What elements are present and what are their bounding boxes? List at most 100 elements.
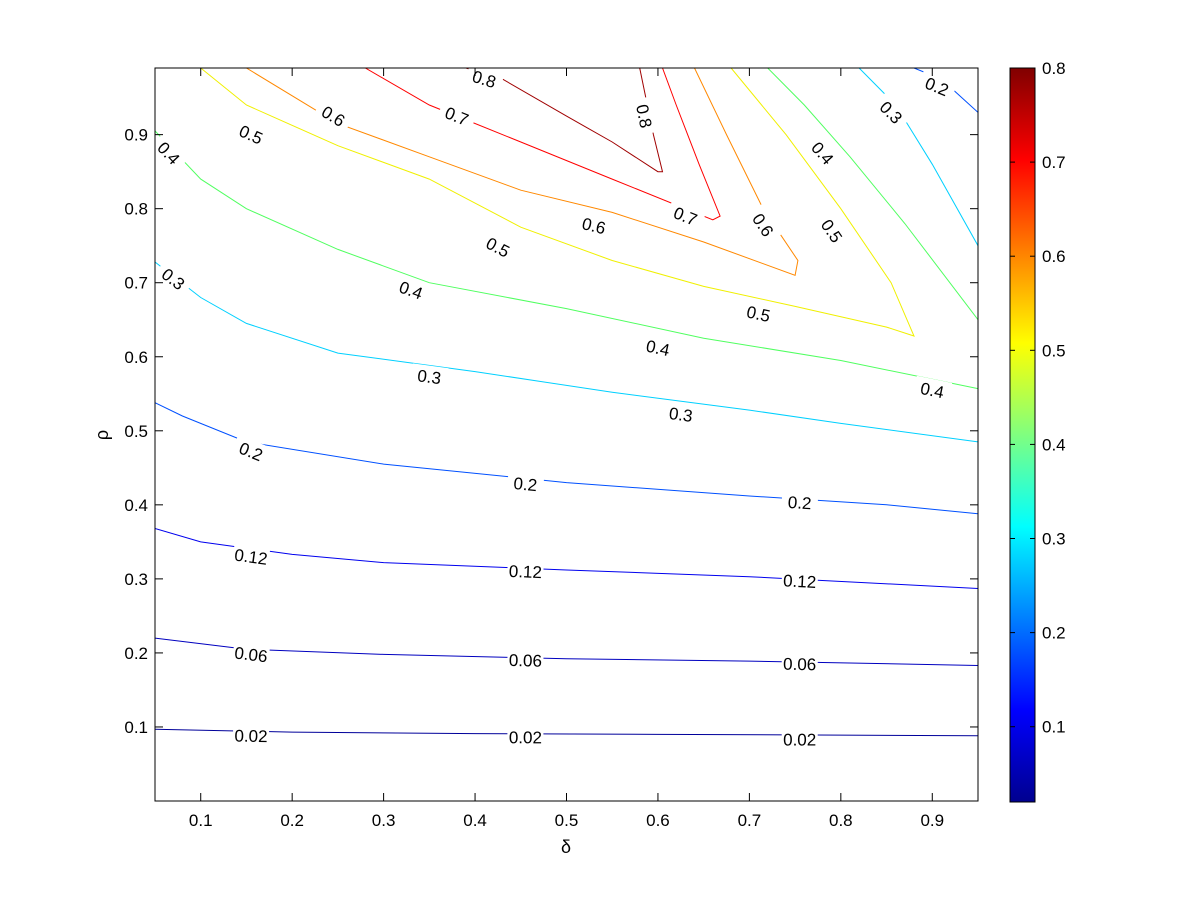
contour-label-gap bbox=[410, 363, 449, 389]
colorbar-tick-label: 0.5 bbox=[1042, 341, 1066, 360]
contour-label-gap bbox=[916, 69, 958, 102]
x-tick-label: 0.4 bbox=[463, 811, 487, 830]
contour-label-gap bbox=[814, 209, 851, 251]
contour-line-0.4 bbox=[767, 68, 978, 321]
contour-line-0.8 bbox=[465, 68, 664, 173]
contour-label-gap bbox=[507, 559, 544, 582]
x-tick-label: 0.9 bbox=[920, 811, 944, 830]
contour-label-group: 0.12 bbox=[507, 559, 544, 582]
contour-label-gap bbox=[781, 569, 819, 592]
colorbar-tick-label: 0.2 bbox=[1042, 624, 1066, 643]
x-axis: 0.1 0.2 0.3 0.4 0.5 0.6 0.7 0.8 0.9 bbox=[189, 68, 944, 830]
contour-label: 0.12 bbox=[508, 562, 542, 582]
contour-label-gap bbox=[391, 273, 432, 305]
contour-label-gap bbox=[574, 210, 614, 239]
colorbar-tick-label: 0.1 bbox=[1042, 718, 1066, 737]
contour-label-gap bbox=[153, 259, 195, 298]
contour-label-group: 0.06 bbox=[781, 652, 818, 675]
contour-label: 0.5 bbox=[745, 302, 772, 326]
contour-label: 0.06 bbox=[783, 655, 816, 675]
x-tick-label: 0.2 bbox=[280, 811, 304, 830]
x-axis-label: δ bbox=[561, 837, 571, 857]
contour-label-group: 0.12 bbox=[781, 569, 819, 592]
y-tick-label: 0.5 bbox=[124, 422, 148, 441]
contour-label: 0.02 bbox=[509, 728, 542, 747]
colorbar: 0.1 0.2 0.3 0.4 0.5 0.6 0.7 0.8 bbox=[1009, 59, 1066, 803]
contour-label-gap bbox=[738, 299, 779, 327]
contour-label-gap bbox=[661, 401, 701, 426]
contour-label-group: 0.06 bbox=[507, 648, 544, 671]
contour-label: 0.12 bbox=[783, 571, 817, 592]
contour-label-gap bbox=[507, 648, 544, 670]
y-axis: 0.1 0.2 0.3 0.4 0.5 0.6 0.7 0.8 0.9 bbox=[124, 126, 978, 737]
y-axis-label: ρ bbox=[92, 430, 112, 440]
contour-label-group: 0.2 bbox=[506, 471, 545, 495]
contour-label: 0.8 bbox=[632, 103, 655, 130]
x-tick-label: 0.1 bbox=[189, 811, 213, 830]
contour-label: 0.4 bbox=[644, 337, 671, 361]
contour-label-group: 0.02 bbox=[232, 724, 270, 746]
contour-label-gap bbox=[803, 132, 843, 173]
contour-label-gap bbox=[781, 652, 818, 674]
contour-label: 0.02 bbox=[783, 730, 816, 749]
contour-label: 0.3 bbox=[668, 404, 694, 426]
contour-label-group: 0.06 bbox=[232, 641, 271, 666]
x-tick-label: 0.5 bbox=[555, 811, 579, 830]
contour-label-group: 0.7 bbox=[436, 99, 478, 132]
y-tick-label: 0.9 bbox=[124, 126, 148, 145]
contour-label: 0.12 bbox=[233, 546, 268, 569]
contour-label-gap bbox=[745, 203, 783, 245]
contour-label-gap bbox=[912, 375, 953, 403]
colorbar-tick-label: 0.3 bbox=[1042, 530, 1066, 549]
contour-label-gap bbox=[149, 132, 190, 173]
contour-line-0.3 bbox=[858, 68, 978, 246]
contour-label-gap bbox=[872, 91, 912, 132]
y-tick-label: 0.7 bbox=[124, 274, 148, 293]
y-tick-label: 0.6 bbox=[124, 348, 148, 367]
y-tick-label: 0.8 bbox=[124, 200, 148, 219]
contour-label: 0.02 bbox=[234, 726, 267, 746]
contour-label-gap bbox=[631, 96, 659, 136]
contour-label: 0.4 bbox=[919, 379, 946, 402]
x-tick-label: 0.7 bbox=[738, 811, 762, 830]
contour-label-gap bbox=[232, 641, 271, 666]
contour-label-group: 0.3 bbox=[661, 401, 701, 426]
colorbar-gradient bbox=[1009, 67, 1036, 803]
colorbar-tick-label: 0.6 bbox=[1042, 247, 1066, 266]
y-tick-label: 0.1 bbox=[124, 718, 148, 737]
contour-line-0.5 bbox=[200, 68, 915, 337]
contour-label-gap bbox=[477, 229, 519, 264]
contour-label-group: 0.2 bbox=[781, 490, 819, 513]
contour-label: 0.2 bbox=[513, 474, 538, 495]
contour-label: 0.3 bbox=[416, 366, 442, 388]
contour-label-group: 0.4 bbox=[638, 333, 678, 361]
contour-label-group: 0.02 bbox=[507, 726, 544, 747]
contour-label-group: 0.02 bbox=[781, 728, 818, 750]
contour-label-group: 0.12 bbox=[231, 543, 271, 569]
contour-labels: 0.02 0.02 0.02 0.06 0.06 0.06 0.12 0.12 0.12 0.2 0… bbox=[149, 63, 958, 750]
x-tick-label: 0.3 bbox=[372, 811, 396, 830]
contour-line-0.4 bbox=[155, 130, 978, 390]
contour-label-gap bbox=[781, 728, 818, 749]
plot-area: 0.02 0.02 0.02 0.06 0.06 0.06 0.12 0.12 0.12 0.2 0… bbox=[149, 63, 979, 802]
contour-label-gap bbox=[232, 724, 270, 746]
colorbar-tick-label: 0.4 bbox=[1042, 435, 1066, 454]
y-tick-label: 0.4 bbox=[124, 496, 148, 515]
contour-label: 0.06 bbox=[233, 643, 268, 666]
contour-line-0.12 bbox=[155, 528, 978, 589]
x-tick-label: 0.8 bbox=[829, 811, 853, 830]
contour-label-gap bbox=[638, 333, 678, 361]
contour-label-gap bbox=[230, 117, 272, 151]
y-tick-label: 0.3 bbox=[124, 570, 148, 589]
contour-line-0.2 bbox=[155, 402, 978, 515]
contour-line-0.6 bbox=[246, 68, 799, 276]
contour-label-gap bbox=[231, 543, 271, 569]
colorbar-ticks: 0.1 0.2 0.3 0.4 0.5 0.6 0.7 0.8 bbox=[1010, 59, 1066, 737]
colorbar-tick-label: 0.7 bbox=[1042, 153, 1066, 172]
contour-label-group: 0.5 bbox=[738, 299, 779, 327]
contour-line-0.3 bbox=[155, 261, 978, 443]
contour-label-gap bbox=[506, 471, 545, 495]
contour-label-group: 0.8 bbox=[631, 96, 659, 136]
contour-label-gap bbox=[230, 434, 272, 467]
